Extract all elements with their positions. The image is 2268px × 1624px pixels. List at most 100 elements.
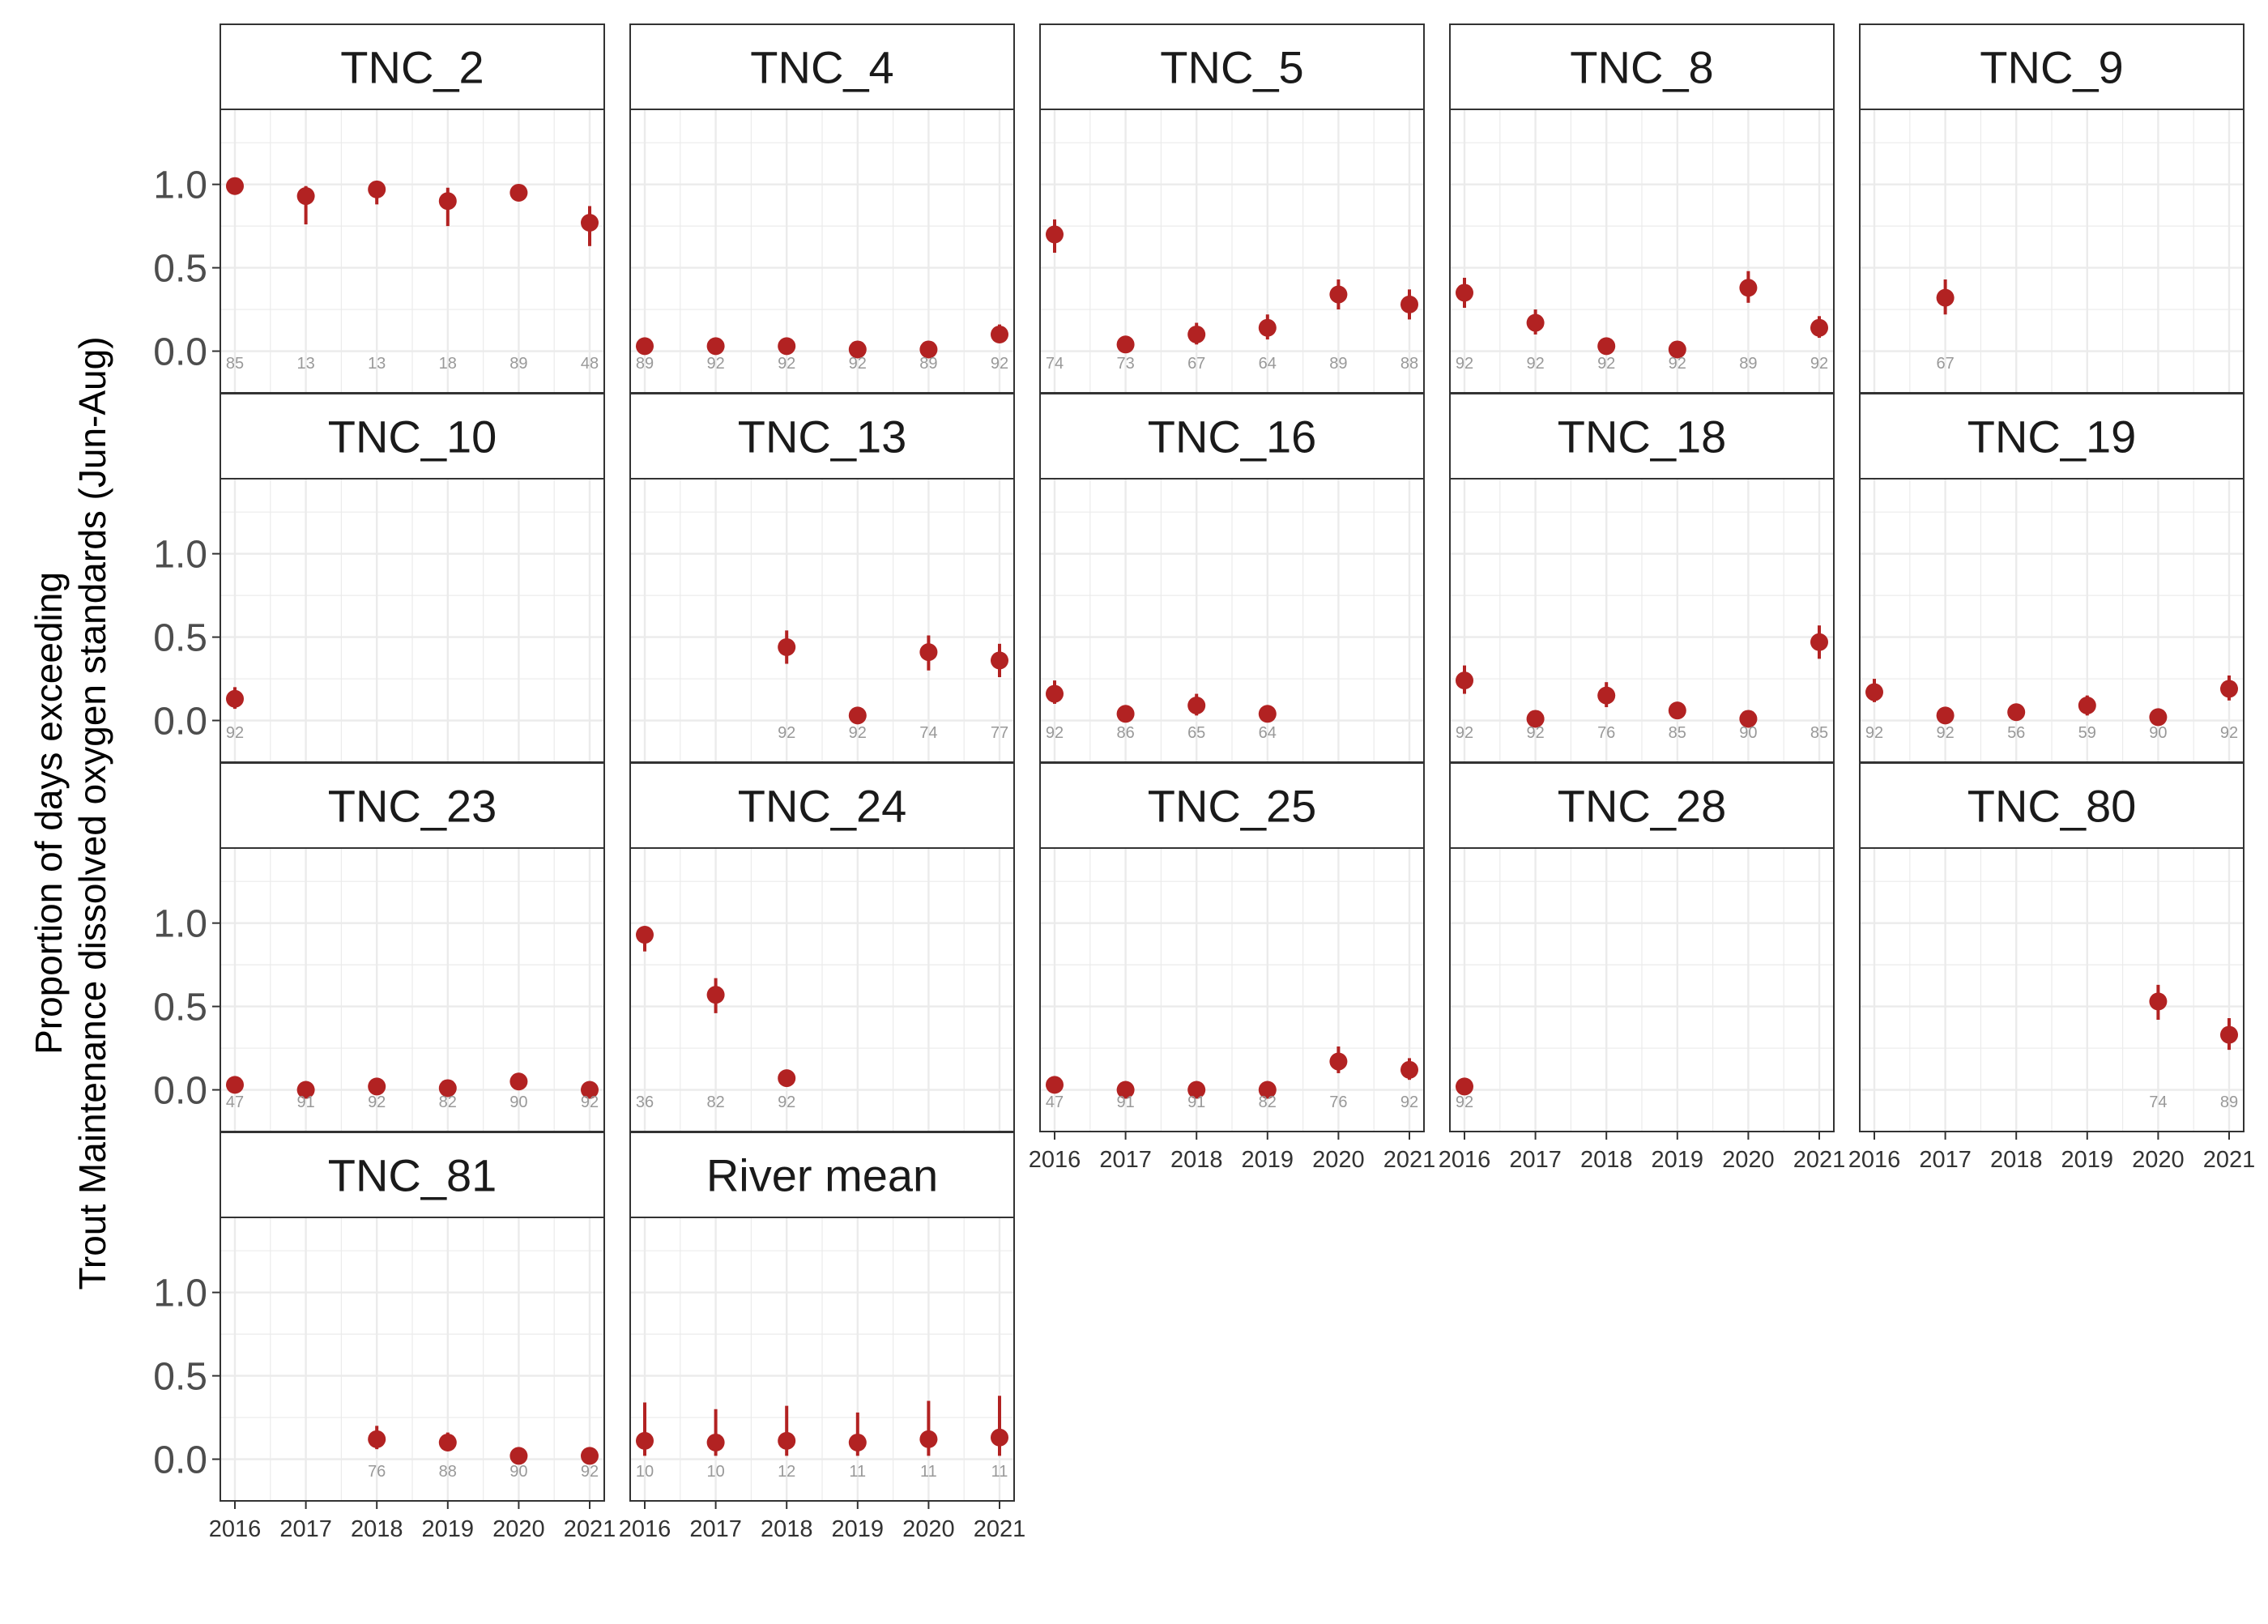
data-point-group: 73	[1116, 335, 1135, 373]
x-tick-label: 2016	[209, 1516, 262, 1542]
sample-size-label: 76	[1597, 724, 1615, 742]
panel-strip	[1449, 393, 1835, 480]
data-point-group: 91	[296, 1081, 315, 1111]
data-point-group: 12	[778, 1405, 796, 1481]
data-point-group: 65	[1187, 693, 1206, 742]
sample-size-label: 47	[226, 1093, 244, 1111]
sample-size-label: 56	[2007, 724, 2025, 742]
data-point	[1668, 340, 1686, 359]
x-tick-label: 2018	[351, 1516, 403, 1542]
x-tick-label: 2019	[1242, 1147, 1294, 1173]
sample-size-label: 73	[1116, 355, 1134, 373]
sample-size-label: 92	[991, 355, 1008, 373]
sample-size-label: 36	[636, 1093, 654, 1111]
data-point-group: 56	[2007, 703, 2025, 742]
panel-border	[1039, 847, 1425, 1132]
data-point	[778, 1431, 796, 1450]
data-point-group: 76	[1597, 682, 1615, 742]
y-tick-label: 0.5	[153, 987, 207, 1029]
data-point-group: 89	[2220, 1018, 2238, 1111]
data-point-group: 90	[509, 1447, 528, 1481]
data-point	[1187, 697, 1206, 714]
data-point-group: 92	[1936, 706, 1955, 742]
panel-strip	[220, 1132, 605, 1218]
data-point	[1046, 1076, 1064, 1094]
panel-river-mean: River mean 10 10 12 11 11 11 2016 2017 2018 2019 20…	[619, 1132, 1025, 1542]
data-point	[1116, 1081, 1135, 1099]
data-point-group: 89	[919, 340, 938, 373]
panel-border	[1449, 847, 1835, 1132]
data-point-group: 92	[1046, 680, 1064, 742]
sample-size-label: 11	[991, 1463, 1008, 1481]
sample-size-label: 92	[581, 1463, 599, 1481]
data-point	[1116, 705, 1135, 723]
x-tick-label: 2019	[422, 1516, 475, 1542]
data-point	[438, 192, 457, 211]
sample-size-label: 92	[1865, 724, 1883, 742]
x-tick-label: 2018	[1170, 1147, 1223, 1173]
panel-title: TNC_4	[750, 42, 893, 93]
x-tick-label: 2020	[902, 1516, 955, 1542]
sample-size-label: 59	[2078, 724, 2096, 742]
x-tick-label: 2017	[689, 1516, 742, 1542]
data-point	[368, 180, 386, 198]
panel-tnc_13: TNC_13 92 92 74 77	[629, 393, 1015, 763]
data-point-group: 92	[1456, 1077, 1473, 1111]
data-point	[1936, 706, 1955, 725]
y-axis-label-line-1: Proportion of days exceeding	[28, 572, 70, 1055]
data-point-group: 18	[438, 187, 457, 373]
y-tick-label: 1.0	[153, 534, 207, 577]
data-point-group: 13	[368, 180, 386, 373]
data-point	[2220, 680, 2238, 698]
x-tick-label: 2019	[2061, 1147, 2114, 1173]
data-point	[778, 637, 796, 656]
data-point	[1526, 313, 1545, 332]
sample-size-label: 92	[1936, 724, 1954, 742]
data-point	[2007, 703, 2026, 722]
panel-strip	[629, 393, 1015, 480]
x-tick-label: 2020	[1312, 1147, 1365, 1173]
panel-strip	[629, 1132, 1015, 1218]
sample-size-label: 12	[778, 1463, 795, 1481]
panel-tnc_81: TNC_81 76 88 90 92 0.0 0.5 1.0 2016 2017 2018 2019 2…	[153, 1132, 616, 1542]
x-tick-label: 2020	[492, 1516, 545, 1542]
data-point	[1597, 686, 1616, 705]
data-point	[1865, 683, 1883, 701]
data-point	[919, 340, 938, 359]
x-tick-label: 2021	[564, 1516, 616, 1542]
panel-tnc_16: TNC_16 92 86 65 64	[1039, 393, 1425, 763]
data-point-group: 85	[226, 177, 244, 373]
y-tick-label: 1.0	[153, 903, 207, 946]
data-point-group: 92	[2220, 675, 2238, 742]
panel-title: TNC_9	[1980, 42, 2123, 93]
x-tick-label: 2016	[619, 1516, 671, 1542]
data-point-group: 82	[706, 978, 725, 1111]
data-point	[509, 1447, 528, 1465]
sample-size-label: 89	[919, 355, 937, 373]
panel-tnc_8: TNC_8 92 92 92 92 89 92	[1449, 23, 1835, 394]
sample-size-label: 92	[1669, 355, 1686, 373]
panel-title: TNC_81	[328, 1150, 497, 1201]
data-point	[1526, 710, 1545, 728]
data-point-group: 89	[509, 183, 528, 373]
data-point-group: 82	[439, 1079, 457, 1111]
sample-size-label: 92	[1046, 724, 1064, 742]
panel-title: TNC_16	[1148, 411, 1317, 462]
data-point	[706, 1433, 725, 1451]
data-point	[296, 1081, 315, 1099]
data-point	[636, 337, 654, 356]
sample-size-label: 77	[991, 724, 1008, 742]
data-point-group: 64	[1259, 705, 1277, 742]
data-point-group: 89	[636, 337, 654, 373]
data-point	[438, 1433, 457, 1451]
data-point	[1187, 1081, 1206, 1099]
data-point	[226, 689, 244, 708]
panel-strip	[1039, 23, 1425, 110]
panel-tnc_19: TNC_19 92 92 56 59 90 92	[1859, 393, 2245, 763]
data-point	[919, 643, 938, 662]
sample-size-label: 92	[1456, 724, 1473, 742]
data-point	[581, 1447, 599, 1465]
sample-size-label: 76	[1329, 1093, 1347, 1111]
panel-border	[629, 1217, 1015, 1502]
